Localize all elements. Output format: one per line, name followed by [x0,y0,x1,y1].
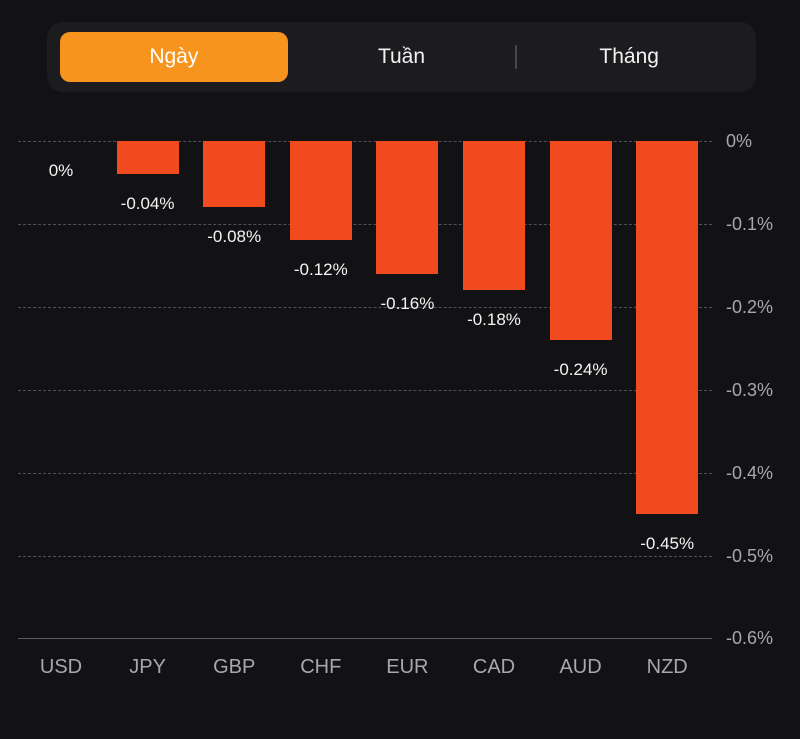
tab-week-label: Tuần [377,45,426,68]
bar-value-label: -0.24% [553,359,608,379]
tab-divider [515,45,517,69]
tab-month-label: Tháng [599,45,659,68]
x-axis-category-label: USD [39,656,83,678]
y-axis-tick-label: -0.4% [726,462,774,483]
bar-aud[interactable] [549,141,612,340]
bar-cad[interactable] [463,141,525,291]
bar-value-label: -0.18% [467,310,521,330]
x-axis-category-label: CHF [300,656,342,678]
x-axis-category-label: AUD [559,656,602,678]
tab-month[interactable]: Tháng [515,32,743,82]
bar-value-label: 0% [48,161,74,180]
x-axis-category-label: EUR [386,656,429,678]
x-axis-category-label: NZD [646,656,688,678]
bar-value-label: -0.12% [293,260,348,280]
y-axis-tick-label: -0.1% [726,213,774,234]
bar-gbp[interactable] [203,141,266,208]
tab-day[interactable]: Ngày [60,32,288,82]
gridline [18,389,712,391]
tab-day-label: Ngày [149,45,199,68]
bar-nzd[interactable] [636,141,699,515]
x-axis-category-label: CAD [472,656,516,678]
gridline [18,472,712,474]
bar-chf[interactable] [289,141,352,241]
bar-jpy[interactable] [116,141,179,175]
y-axis-tick-label: -0.6% [726,628,774,649]
x-axis-line [18,638,712,640]
y-axis-tick-label: -0.5% [726,545,774,566]
bar-value-label: -0.08% [207,227,262,247]
y-axis-tick-label: 0% [726,131,753,151]
bar-value-label: -0.45% [640,534,695,554]
bar-value-label: -0.16% [380,293,435,313]
tab-week[interactable]: Tuần [288,32,516,82]
x-axis-category-label: GBP [213,656,256,678]
y-axis-tick-label: -0.2% [726,296,774,317]
bar-eur[interactable] [376,141,439,274]
gridline [18,306,712,308]
y-axis-tick-label: -0.3% [726,379,774,400]
period-tab-bar: Ngày Tuần Tháng [47,22,756,92]
bar-value-label: -0.04% [120,194,175,214]
gridline [18,555,712,557]
x-axis-category-label: JPY [129,656,166,678]
gridline [18,223,712,225]
gridline [18,141,712,142]
